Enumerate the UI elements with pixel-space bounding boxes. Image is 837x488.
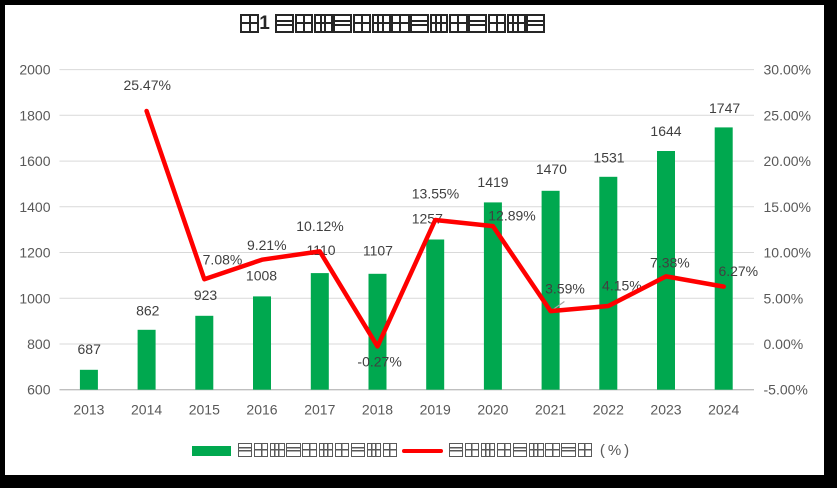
svg-text:9.21%: 9.21% <box>247 237 287 253</box>
svg-text:4.15%: 4.15% <box>602 277 642 293</box>
svg-text:3.59%: 3.59% <box>545 280 585 296</box>
svg-text:1419: 1419 <box>477 174 508 190</box>
svg-text:1008: 1008 <box>246 268 277 284</box>
svg-text:2020: 2020 <box>477 402 508 418</box>
svg-text:20.00%: 20.00% <box>764 153 811 169</box>
svg-text:2016: 2016 <box>246 402 277 418</box>
svg-text:-0.27%: -0.27% <box>357 354 401 370</box>
svg-text:1800: 1800 <box>19 107 50 123</box>
svg-text:5.00%: 5.00% <box>764 290 804 306</box>
svg-text:2023: 2023 <box>650 402 681 418</box>
svg-text:800: 800 <box>27 336 51 352</box>
svg-text:2014: 2014 <box>131 402 162 418</box>
svg-text:7.08%: 7.08% <box>203 252 243 268</box>
svg-text:2022: 2022 <box>593 402 624 418</box>
svg-text:2018: 2018 <box>362 402 393 418</box>
svg-text:2000: 2000 <box>19 62 50 78</box>
svg-text:10.00%: 10.00% <box>764 245 811 261</box>
svg-text:1531: 1531 <box>593 150 624 166</box>
svg-text:600: 600 <box>27 382 51 398</box>
svg-text:2013: 2013 <box>73 402 104 418</box>
svg-text:2019: 2019 <box>420 402 451 418</box>
svg-text:923: 923 <box>194 287 218 303</box>
svg-text:1747: 1747 <box>709 100 740 116</box>
svg-text:15.00%: 15.00% <box>764 199 811 215</box>
svg-text:1000: 1000 <box>19 290 50 306</box>
svg-text:10.12%: 10.12% <box>296 218 343 234</box>
svg-text:2024: 2024 <box>708 402 739 418</box>
svg-text:1400: 1400 <box>19 199 50 215</box>
svg-text:862: 862 <box>136 302 160 318</box>
svg-text:2015: 2015 <box>189 402 220 418</box>
svg-text:30.00%: 30.00% <box>764 62 811 78</box>
svg-text:-5.00%: -5.00% <box>764 382 808 398</box>
svg-text:25.00%: 25.00% <box>764 107 811 123</box>
svg-text:1600: 1600 <box>19 153 50 169</box>
svg-text:1470: 1470 <box>536 161 567 177</box>
svg-text:1200: 1200 <box>19 245 50 261</box>
svg-text:6.27%: 6.27% <box>718 263 758 279</box>
svg-text:1107: 1107 <box>363 243 393 259</box>
svg-text:1644: 1644 <box>650 123 681 139</box>
svg-text:687: 687 <box>78 341 102 357</box>
svg-text:12.89%: 12.89% <box>488 208 535 224</box>
svg-text:7.38%: 7.38% <box>650 254 690 270</box>
svg-text:13.55%: 13.55% <box>412 185 459 201</box>
svg-text:0.00%: 0.00% <box>764 336 804 352</box>
svg-text:2017: 2017 <box>304 402 335 418</box>
svg-text:2021: 2021 <box>535 402 566 418</box>
svg-text:25.47%: 25.47% <box>123 77 170 93</box>
